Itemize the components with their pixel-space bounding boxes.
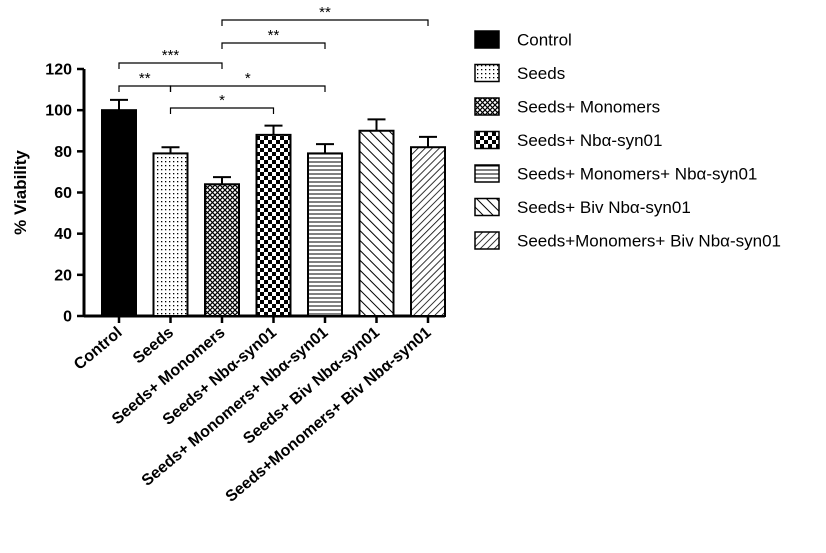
legend-label: Seeds+ Nbα-syn01 xyxy=(517,131,662,150)
x-tick-label: Control xyxy=(71,324,125,374)
x-tick-label: Seeds+ Monomers+ Nbα-syn01 xyxy=(139,324,332,490)
legend-swatch xyxy=(474,97,500,116)
legend-swatch xyxy=(474,130,500,150)
y-tick-label: 100 xyxy=(45,103,72,120)
bar xyxy=(204,183,240,317)
significance-bracket xyxy=(221,19,429,26)
significance-bracket xyxy=(169,107,275,114)
bar xyxy=(358,129,395,317)
bar xyxy=(255,133,292,317)
significance-bracket xyxy=(118,62,223,69)
legend-swatch xyxy=(474,63,500,83)
bar xyxy=(101,109,137,317)
bars xyxy=(101,109,446,317)
significance-label: *** xyxy=(162,47,180,64)
significance-label: ** xyxy=(268,27,280,44)
significance-label: * xyxy=(219,92,225,109)
significance-brackets: *********** xyxy=(118,4,429,114)
legend-label: Seeds+Monomers+ Biv Nbα-syn01 xyxy=(517,232,781,251)
y-tick-label: 120 xyxy=(45,62,72,79)
significance-label: * xyxy=(245,70,251,87)
bar xyxy=(152,152,189,317)
significance-label: ** xyxy=(139,70,151,87)
significance-label: ** xyxy=(319,4,331,21)
legend-label: Seeds xyxy=(517,64,565,83)
legend-swatch xyxy=(474,231,500,250)
y-tick-label: 60 xyxy=(54,185,72,202)
legend-swatch xyxy=(474,30,500,49)
legend-swatch xyxy=(474,164,500,183)
legend-swatch xyxy=(474,197,500,217)
axes: 0 20 40 60 80 100 120 % Viability xyxy=(11,62,445,326)
bar xyxy=(410,146,446,317)
error-bars xyxy=(110,98,437,185)
x-tick-label: Seeds xyxy=(130,324,177,367)
y-tick-label: 40 xyxy=(54,226,72,243)
y-tick-label: 0 xyxy=(63,309,72,326)
y-tick-label: 80 xyxy=(54,144,72,161)
legend-label: Seeds+ Biv Nbα-syn01 xyxy=(517,198,691,217)
legend-label: Seeds+ Monomers+ Nbα-syn01 xyxy=(517,165,757,184)
y-tick-label: 20 xyxy=(54,267,72,284)
significance-bracket xyxy=(169,85,326,92)
legend: Control Seeds Seeds+ Monomers Seeds+ Nbα-sy… xyxy=(474,30,781,251)
legend-label: Seeds+ Monomers xyxy=(517,98,660,117)
bar xyxy=(307,152,343,317)
y-axis-title: % Viability xyxy=(11,150,30,235)
significance-bracket xyxy=(221,42,326,49)
legend-label: Control xyxy=(517,31,572,50)
